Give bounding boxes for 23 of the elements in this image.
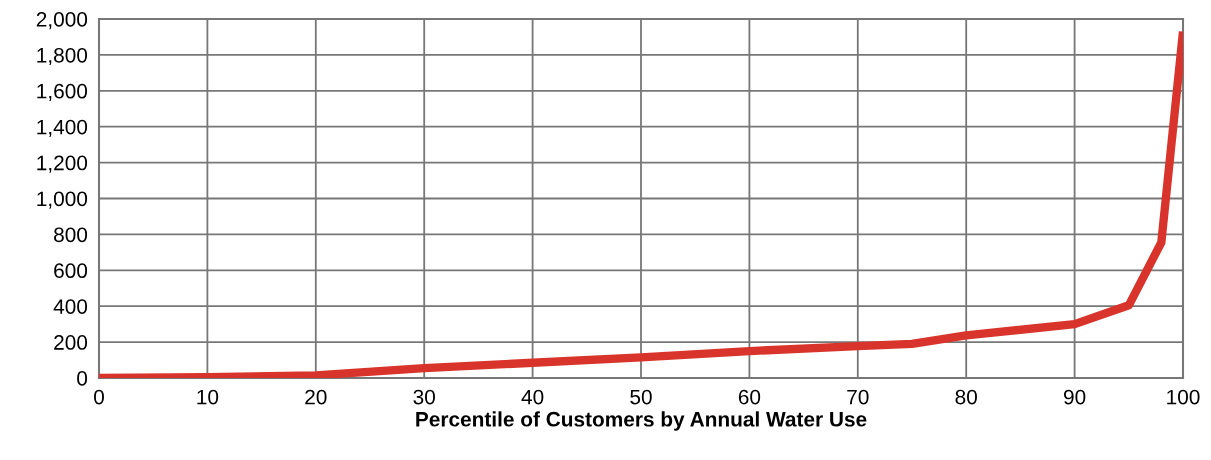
x-tick-label: 20 <box>305 389 327 405</box>
x-tick-label: 70 <box>847 389 869 405</box>
x-tick-label: 30 <box>413 389 435 405</box>
y-tick-label: 800 <box>54 227 88 243</box>
x-tick-label: 80 <box>955 389 977 405</box>
x-tick-label: 60 <box>738 389 761 405</box>
x-tick-label: 40 <box>521 389 544 405</box>
x-axis-title: Percentile of Customers by Annual Water Use <box>416 411 867 431</box>
x-tick-label: 100 <box>1167 389 1200 405</box>
x-tick-label: 50 <box>630 389 652 405</box>
x-tick-label: 10 <box>197 389 219 405</box>
y-tick-label: 200 <box>54 335 88 350</box>
y-tick-label: 1,200 <box>37 155 88 173</box>
y-tick-label: 1,800 <box>37 47 88 66</box>
x-tick-label: 90 <box>1063 389 1086 405</box>
y-tick-label: 1,000 <box>37 191 88 209</box>
y-tick-label: 400 <box>53 299 88 314</box>
y-tick-label: 1,400 <box>37 119 88 137</box>
x-tick-label: 0 <box>94 389 104 405</box>
y-tick-label: 1,600 <box>37 83 88 102</box>
y-tick-label: 2,000 <box>36 12 88 30</box>
y-tick-label: 0 <box>77 371 88 386</box>
y-tick-label: 600 <box>54 263 88 279</box>
